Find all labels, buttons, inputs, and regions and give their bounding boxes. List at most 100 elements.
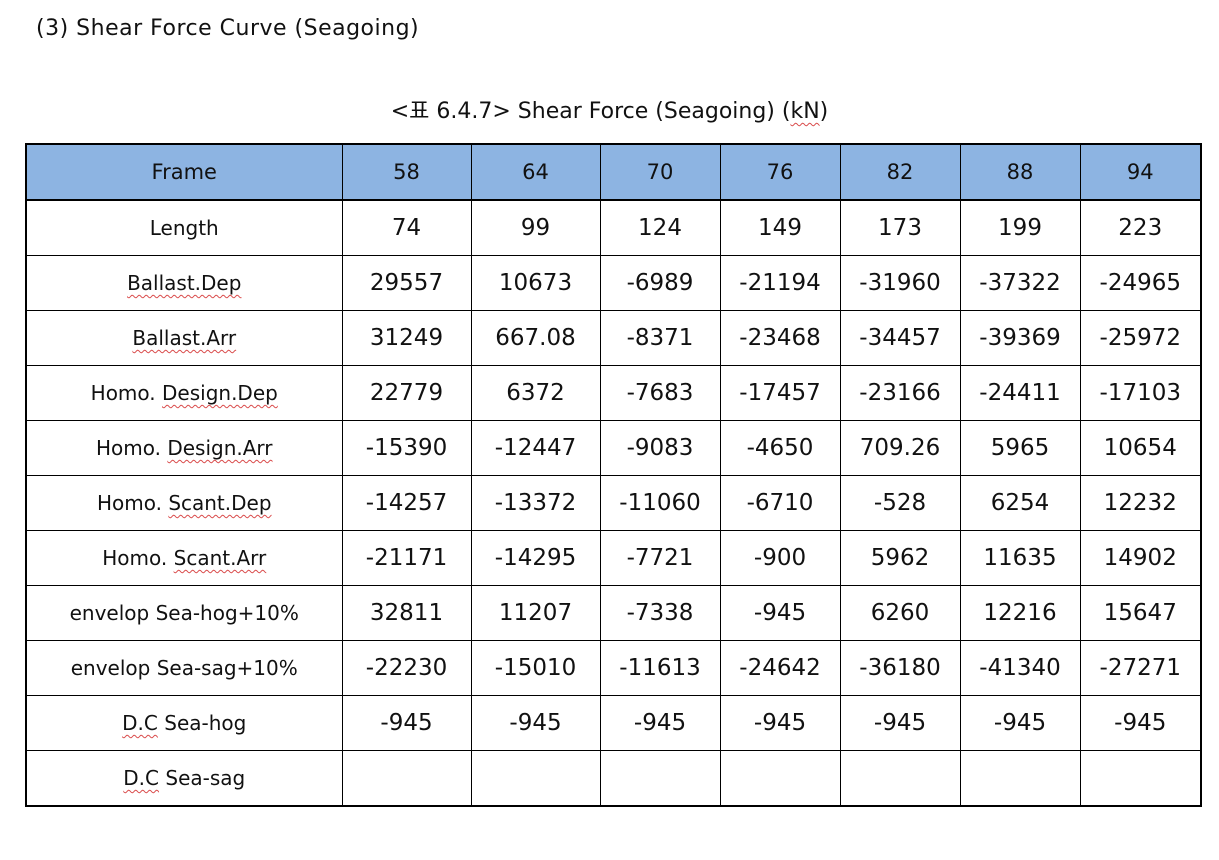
row-label-part: D.C bbox=[123, 766, 160, 790]
table-cell: 32811 bbox=[341, 585, 472, 641]
table-cell: 5962 bbox=[839, 530, 961, 586]
table-cell bbox=[341, 750, 472, 807]
table-caption: <표 6.4.7> Shear Force (Seagoing) (kN) bbox=[0, 93, 1219, 125]
table-cell: 22779 bbox=[341, 365, 472, 421]
row-label-homo-scant-arr: Homo. Scant.Arr bbox=[25, 530, 343, 586]
table-cell: -4650 bbox=[719, 420, 841, 476]
table-cell: 124 bbox=[599, 199, 721, 256]
header-frame-94: 94 bbox=[1079, 143, 1202, 201]
table-cell: 223 bbox=[1079, 199, 1202, 256]
table-cell bbox=[719, 750, 841, 807]
table-cell: -945 bbox=[719, 695, 841, 751]
row-label-part: envelop Sea-hog+10% bbox=[69, 601, 299, 625]
row-label-part: D.C bbox=[122, 711, 158, 735]
table-cell: 11635 bbox=[959, 530, 1081, 586]
row-label-part: envelop Sea-sag+10% bbox=[70, 656, 298, 680]
table-cell: -13372 bbox=[470, 475, 601, 531]
table-cell: -945 bbox=[719, 585, 841, 641]
table-cell: -21194 bbox=[719, 255, 841, 311]
row-label-d-c-sea-sag: D.C Sea-sag bbox=[25, 750, 343, 807]
table-cell: 14902 bbox=[1079, 530, 1202, 586]
table-cell: -24642 bbox=[719, 640, 841, 696]
table-cell: -7338 bbox=[599, 585, 721, 641]
header-frame-88: 88 bbox=[959, 143, 1081, 201]
table-cell: -24965 bbox=[1079, 255, 1202, 311]
table-cell: -945 bbox=[341, 695, 472, 751]
table-cell: 6260 bbox=[839, 585, 961, 641]
row-label-ballast-arr: Ballast.Arr bbox=[25, 310, 343, 366]
table-row: Ballast.Arr 31249 667.08 -8371 -23468 -34457-… bbox=[25, 310, 1202, 366]
table-cell: 6372 bbox=[470, 365, 601, 421]
table-cell: -23468 bbox=[719, 310, 841, 366]
table-cell: -36180 bbox=[839, 640, 961, 696]
caption-unit: kN bbox=[790, 99, 820, 124]
table-cell: 12232 bbox=[1079, 475, 1202, 531]
table-cell: -14257 bbox=[341, 475, 472, 531]
table-cell: -11613 bbox=[599, 640, 721, 696]
shear-force-table: Frame 58 64 70 76 82 88 94 Length 74 99 124… bbox=[25, 143, 1202, 807]
table-cell: -528 bbox=[839, 475, 961, 531]
table-cell: 6254 bbox=[959, 475, 1081, 531]
row-label-part: Sea-hog bbox=[157, 711, 247, 735]
row-label-part: Scant.Arr bbox=[173, 546, 267, 570]
row-label-part: Scant.Dep bbox=[168, 491, 272, 515]
table-cell bbox=[470, 750, 601, 807]
table-cell: 667.08 bbox=[470, 310, 601, 366]
table-cell: 199 bbox=[959, 199, 1081, 256]
row-label-ballast-dep: Ballast.Dep bbox=[25, 255, 343, 311]
table-cell: -945 bbox=[839, 695, 961, 751]
header-frame-64: 64 bbox=[470, 143, 601, 201]
table-cell bbox=[1079, 750, 1202, 807]
table-cell: -15010 bbox=[470, 640, 601, 696]
table-cell: -12447 bbox=[470, 420, 601, 476]
table-cell: -945 bbox=[470, 695, 601, 751]
row-label-d-c-sea-hog: D.C Sea-hog bbox=[25, 695, 343, 751]
table-cell: 29557 bbox=[341, 255, 472, 311]
table-cell: -6989 bbox=[599, 255, 721, 311]
row-label-envelop-sea-hog-10: envelop Sea-hog+10% bbox=[25, 585, 343, 641]
table-cell: 149 bbox=[719, 199, 841, 256]
table-cell: -37322 bbox=[959, 255, 1081, 311]
caption-text: <표 6.4.7> Shear Force (Seagoing) ( bbox=[390, 99, 791, 124]
header-frame-82: 82 bbox=[839, 143, 961, 201]
table-cell: -8371 bbox=[599, 310, 721, 366]
table-cell: -945 bbox=[1079, 695, 1202, 751]
table-body: Length 74 99 124 149 173 199 223 Ballast.Dep 2955… bbox=[25, 199, 1202, 807]
table-cell: 10654 bbox=[1079, 420, 1202, 476]
table-cell: -7683 bbox=[599, 365, 721, 421]
table-cell: 12216 bbox=[959, 585, 1081, 641]
table-row: envelop Sea-sag+10% -22230 -15010 -11613 -24… bbox=[25, 640, 1202, 696]
table-row: Homo. Design.Arr -15390 -12447 -9083 -4650 70… bbox=[25, 420, 1202, 476]
table-cell: -14295 bbox=[470, 530, 601, 586]
table-row: D.C Sea-sag bbox=[25, 750, 1202, 807]
table-cell: 5965 bbox=[959, 420, 1081, 476]
row-label-part: Ballast.Arr bbox=[132, 326, 237, 350]
table-cell: 10673 bbox=[470, 255, 601, 311]
section-heading: (3) Shear Force Curve (Seagoing) bbox=[36, 16, 420, 41]
table-cell: -9083 bbox=[599, 420, 721, 476]
table-cell: -6710 bbox=[719, 475, 841, 531]
table-cell: -23166 bbox=[839, 365, 961, 421]
row-label-part: Length bbox=[149, 216, 219, 240]
header-frame-70: 70 bbox=[599, 143, 721, 201]
table-cell: 31249 bbox=[341, 310, 472, 366]
row-label-part: Ballast.Dep bbox=[127, 271, 242, 295]
table-cell: -945 bbox=[959, 695, 1081, 751]
row-label-part: Homo. bbox=[96, 491, 169, 515]
table-cell: -15390 bbox=[341, 420, 472, 476]
table-row: D.C Sea-hog -945 -945 -945 -945 -945 -945 -945 bbox=[25, 695, 1202, 751]
table-cell: -7721 bbox=[599, 530, 721, 586]
table-cell: -34457 bbox=[839, 310, 961, 366]
table-cell: -39369 bbox=[959, 310, 1081, 366]
header-frame: Frame bbox=[25, 143, 343, 201]
table-cell: -27271 bbox=[1079, 640, 1202, 696]
row-label-envelop-sea-sag-10: envelop Sea-sag+10% bbox=[25, 640, 343, 696]
header-row: Frame 58 64 70 76 82 88 94 bbox=[25, 143, 1202, 201]
table-cell: 709.26 bbox=[839, 420, 961, 476]
table-cell: 11207 bbox=[470, 585, 601, 641]
table-row: Homo. Scant.Dep -14257 -13372 -11060 -6710 -5… bbox=[25, 475, 1202, 531]
row-label-homo-design-arr: Homo. Design.Arr bbox=[25, 420, 343, 476]
table-cell: -24411 bbox=[959, 365, 1081, 421]
row-label-part: Design.Dep bbox=[162, 381, 278, 405]
row-label-part: Sea-sag bbox=[159, 766, 246, 790]
